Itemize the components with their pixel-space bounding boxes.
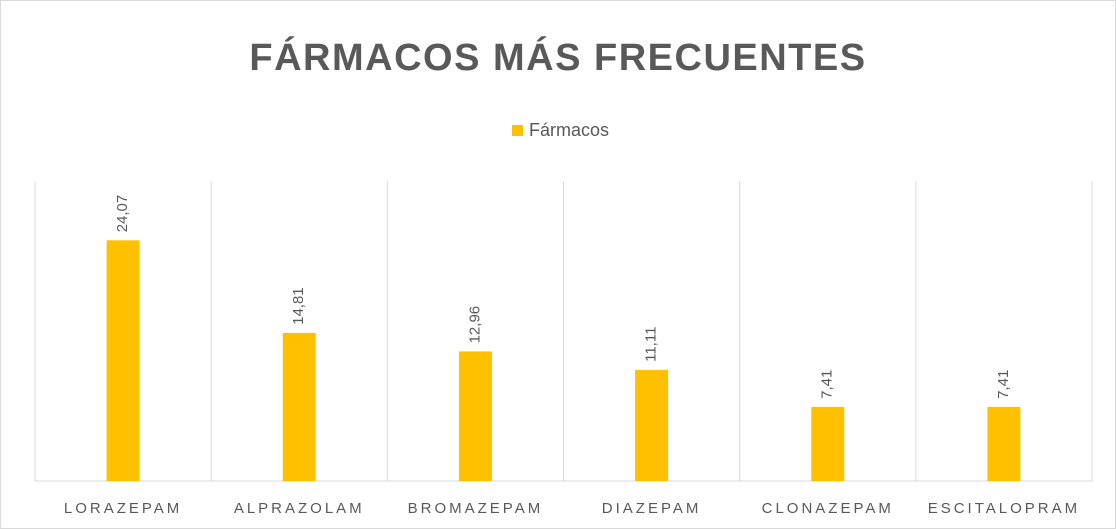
data-label: 11,11 xyxy=(643,327,660,362)
x-tick-label: ALPRAZOLAM xyxy=(234,500,365,517)
bar xyxy=(811,406,845,481)
bar xyxy=(282,332,316,481)
data-label: 12,96 xyxy=(466,306,483,344)
legend-swatch xyxy=(512,125,523,136)
x-tick-label: CLONAZEPAM xyxy=(762,500,894,517)
x-tick-label: DIAZEPAM xyxy=(602,500,702,517)
x-tick-label: ESCITALOPRAM xyxy=(928,500,1080,517)
bar xyxy=(458,351,492,481)
bar xyxy=(987,406,1021,481)
data-label: 14,81 xyxy=(290,287,307,325)
data-label: 7,41 xyxy=(819,370,836,399)
chart-title: FÁRMACOS MÁS FRECUENTES xyxy=(249,35,866,79)
bar xyxy=(106,240,140,481)
bar xyxy=(635,369,669,481)
data-label: 7,41 xyxy=(995,370,1012,399)
x-tick-label: BROMAZEPAM xyxy=(408,500,544,517)
x-tick-label: LORAZEPAM xyxy=(64,500,182,517)
legend-label: Fármacos xyxy=(529,120,609,140)
data-label: 24,07 xyxy=(114,195,131,233)
